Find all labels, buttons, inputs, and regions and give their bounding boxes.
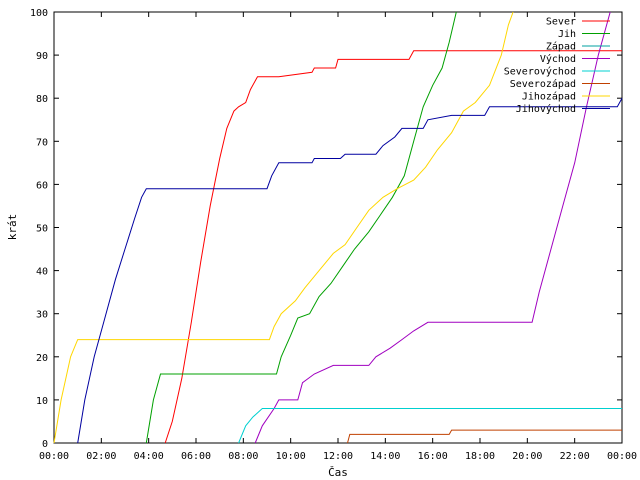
x-axis: 00:00 02:00 04:00 06:00 08:00 10:00 12:00 14:00… [39,12,637,462]
x-tick-label: 06:00 [181,451,211,462]
legend-label: Jihozápad [522,91,576,103]
legend-label: Jihovýchod [516,103,576,115]
series-line-7 [77,97,623,444]
series-line-3 [254,11,611,444]
legend-label: Východ [540,53,576,65]
y-axis-title: krát [6,214,19,241]
x-tick-label: 18:00 [465,451,495,462]
series-line-4 [238,408,622,444]
x-tick-label: 22:00 [560,451,590,462]
y-axis: 0 10 20 30 40 50 60 70 80 90 100 [30,8,622,450]
legend-label: Sever [546,17,576,28]
x-tick-label: 02:00 [86,451,116,462]
series-line-5 [347,429,622,444]
y-tick-label: 50 [36,224,48,235]
y-tick-label: 70 [36,137,48,148]
y-tick-label: 0 [42,439,48,450]
x-tick-label: 00:00 [607,451,637,462]
y-tick-label: 10 [36,396,48,407]
x-tick-label: 20:00 [512,451,542,462]
x-tick-label: 04:00 [134,451,164,462]
y-tick-label: 20 [36,353,48,364]
series-group [53,11,623,444]
y-tick-label: 40 [36,267,48,278]
x-tick-label: 16:00 [418,451,448,462]
legend: SeverJihZápadVýchodSeverovýchodSeverozáp… [504,17,610,115]
y-tick-label: 80 [36,94,48,105]
legend-label: Jih [558,29,576,40]
y-tick-label: 30 [36,310,48,321]
y-tick-label: 100 [30,8,48,19]
x-tick-label: 12:00 [323,451,353,462]
legend-label: Severozápad [510,78,576,90]
series-line-6 [53,11,514,444]
series-line-1 [145,11,457,444]
series-line-0 [164,50,622,444]
y-tick-label: 60 [36,180,48,191]
x-tick-label: 08:00 [228,451,258,462]
y-tick-label: 90 [36,51,48,62]
x-axis-title: Čas [328,466,348,479]
x-tick-label: 00:00 [39,451,69,462]
legend-label: Severovýchod [504,66,576,78]
legend-label: Západ [546,41,576,53]
x-tick-label: 14:00 [370,451,400,462]
x-tick-label: 10:00 [276,451,306,462]
